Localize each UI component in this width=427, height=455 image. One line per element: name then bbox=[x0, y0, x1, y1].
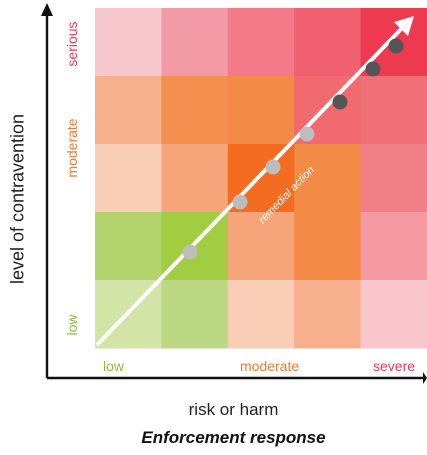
matrix-cell bbox=[161, 144, 229, 213]
matrix-cell bbox=[294, 8, 362, 77]
diagram-caption: Enforcement response bbox=[141, 428, 326, 447]
matrix-cell bbox=[294, 212, 362, 281]
action-point bbox=[299, 126, 315, 142]
remedial-action-arrow bbox=[95, 24, 406, 347]
matrix-cell bbox=[294, 280, 362, 349]
action-point bbox=[332, 94, 348, 110]
matrix-cell bbox=[227, 8, 295, 77]
matrix-cell bbox=[95, 212, 162, 281]
matrix-cell bbox=[227, 280, 295, 349]
matrix-cell bbox=[360, 212, 427, 281]
remedial-action-arrowhead bbox=[394, 16, 414, 36]
x-tick-severe: severe bbox=[373, 358, 416, 374]
x-axis-title: risk or harm bbox=[188, 400, 279, 419]
x-tick-moderate: moderate bbox=[240, 358, 300, 374]
matrix-cell bbox=[95, 8, 162, 77]
matrix-cell bbox=[360, 280, 427, 349]
action-point bbox=[365, 61, 381, 77]
matrix-cell bbox=[294, 144, 362, 213]
matrix-cell bbox=[161, 8, 229, 77]
matrix-cell bbox=[360, 144, 427, 213]
x-axis-arrowhead bbox=[423, 372, 427, 384]
matrix-cell bbox=[161, 76, 229, 145]
matrix-cell bbox=[360, 76, 427, 145]
action-point bbox=[182, 244, 198, 260]
y-axis-arrowhead bbox=[41, 3, 53, 16]
matrix-cell bbox=[227, 212, 295, 281]
action-point bbox=[265, 159, 281, 175]
matrix-cell bbox=[227, 76, 295, 145]
x-tick-low: low bbox=[103, 358, 125, 374]
action-point bbox=[388, 38, 404, 54]
matrix-cell bbox=[161, 280, 229, 349]
matrix-cell bbox=[95, 144, 162, 213]
matrix-cell bbox=[95, 76, 162, 145]
action-point bbox=[232, 194, 248, 210]
